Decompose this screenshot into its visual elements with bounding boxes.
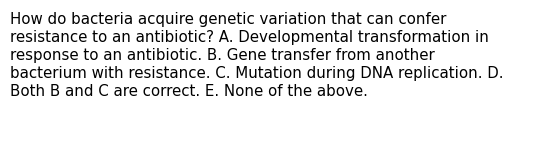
Text: resistance to an antibiotic? A. Developmental transformation in: resistance to an antibiotic? A. Developm…: [10, 30, 489, 45]
Text: response to an antibiotic. B. Gene transfer from another: response to an antibiotic. B. Gene trans…: [10, 48, 435, 63]
Text: bacterium with resistance. C. Mutation during DNA replication. D.: bacterium with resistance. C. Mutation d…: [10, 66, 503, 81]
Text: Both B and C are correct. E. None of the above.: Both B and C are correct. E. None of the…: [10, 84, 368, 99]
Text: How do bacteria acquire genetic variation that can confer: How do bacteria acquire genetic variatio…: [10, 12, 446, 27]
